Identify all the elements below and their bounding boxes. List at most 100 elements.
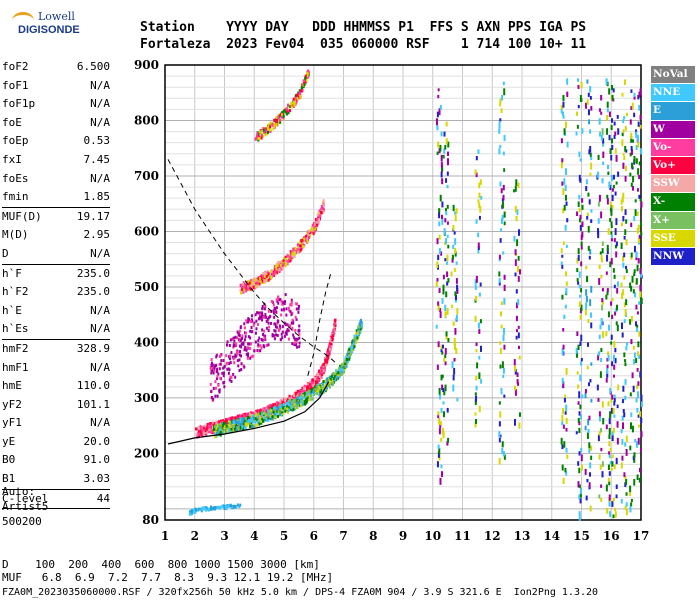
spread-f-mark <box>238 344 241 348</box>
spread-f-mark <box>223 385 226 389</box>
param-value: 44 <box>96 491 110 505</box>
interference-mark <box>438 288 441 293</box>
f2-x-trace-mark <box>248 417 251 421</box>
param-value: N/A <box>90 303 110 317</box>
x-tick-label: 11 <box>454 529 471 543</box>
interference-mark <box>600 484 603 488</box>
interference-mark <box>639 447 642 452</box>
interference-mark <box>562 344 565 350</box>
third-hop-mark <box>299 95 302 99</box>
interference-mark <box>633 112 636 118</box>
spread-f-mark <box>259 316 262 320</box>
f2-x-trace-mark <box>360 318 363 322</box>
f2-o-trace-mark <box>334 324 337 328</box>
x-tick-label: 2 <box>191 529 199 543</box>
interference-mark <box>581 204 584 210</box>
interference-mark <box>580 304 583 312</box>
interference-mark <box>599 251 602 255</box>
spread-f-mark <box>227 371 230 375</box>
interference-mark <box>498 258 501 262</box>
interference-mark <box>613 284 616 289</box>
interference-mark <box>610 211 613 216</box>
f2-o-trace-mark <box>201 428 204 432</box>
interference-mark <box>624 146 627 152</box>
second-hop-mark <box>281 264 284 268</box>
spread-f-mark <box>243 322 246 326</box>
spread-f-mark <box>249 356 252 360</box>
interference-mark <box>580 81 583 89</box>
param-value: 91.0 <box>83 453 111 467</box>
interference-mark <box>437 414 440 419</box>
f2-o-trace-mark <box>284 397 287 401</box>
interference-mark <box>475 342 478 347</box>
y-tick-label: 500 <box>134 280 159 294</box>
interference-mark <box>590 399 593 403</box>
f2-x-trace-mark <box>234 425 237 429</box>
interference-mark <box>621 438 624 445</box>
second-hop-mark <box>242 281 245 285</box>
f2-x-trace-mark <box>348 357 351 361</box>
f2-x-trace-mark <box>335 369 338 373</box>
interference-mark <box>477 242 480 249</box>
interference-mark <box>605 377 608 383</box>
spread-f-mark <box>267 309 270 313</box>
spread-f-mark <box>233 361 236 365</box>
f2-x-trace-mark <box>325 387 328 391</box>
interference-mark <box>444 144 447 150</box>
f2-o-trace-mark <box>327 353 330 357</box>
interference-mark <box>474 422 477 428</box>
f2-x-trace-mark <box>344 357 347 361</box>
f2-x-trace-mark <box>351 348 354 352</box>
second-hop-mark <box>254 284 257 288</box>
interference-mark <box>631 162 634 169</box>
interference-mark <box>600 497 603 502</box>
spread-f-mark <box>235 342 238 346</box>
interference-mark <box>601 178 604 184</box>
second-hop-mark <box>277 261 280 265</box>
param-name: B0 <box>2 453 16 467</box>
interference-mark <box>561 421 564 426</box>
interference-mark <box>518 355 521 360</box>
interference-mark <box>625 219 628 224</box>
param-value: 235.0 <box>76 285 110 299</box>
f2-x-trace-mark <box>351 350 354 354</box>
f2-x-trace-mark <box>251 425 254 429</box>
interference-mark <box>560 261 563 265</box>
spread-f-mark <box>273 337 276 341</box>
interference-mark <box>586 432 589 439</box>
f2-o-trace-mark <box>212 421 215 425</box>
interference-mark <box>563 128 566 135</box>
third-hop-mark <box>304 76 307 80</box>
param-name: hmF1 <box>2 360 29 374</box>
interference-mark <box>578 494 581 500</box>
f2-x-trace-mark <box>250 421 253 425</box>
interference-mark <box>612 88 615 93</box>
interference-mark <box>637 121 640 127</box>
interference-mark <box>502 334 505 342</box>
interference-mark <box>639 88 642 96</box>
interference-mark <box>600 347 603 353</box>
interference-mark <box>585 289 588 296</box>
interference-mark <box>621 92 624 97</box>
spread-f-mark <box>298 336 301 340</box>
interference-mark <box>639 371 642 378</box>
spread-f-mark <box>260 346 263 350</box>
interference-mark <box>612 497 615 502</box>
f2-o-trace-mark <box>310 381 313 385</box>
interference-mark <box>444 304 447 311</box>
third-hop-mark <box>276 117 279 121</box>
second-hop-mark <box>260 274 263 278</box>
interference-mark <box>590 162 593 170</box>
spread-f-mark <box>276 333 279 337</box>
interference-mark <box>560 437 563 445</box>
interference-mark <box>580 447 583 453</box>
interference-mark <box>607 311 610 318</box>
interference-mark <box>477 232 480 238</box>
second-hop-mark <box>302 244 305 248</box>
second-hop-mark <box>313 229 316 233</box>
interference-mark <box>440 407 443 413</box>
interference-mark <box>580 244 583 250</box>
interference-mark <box>611 118 614 123</box>
third-hop-mark <box>260 130 263 134</box>
f2-x-trace-mark <box>229 428 232 432</box>
